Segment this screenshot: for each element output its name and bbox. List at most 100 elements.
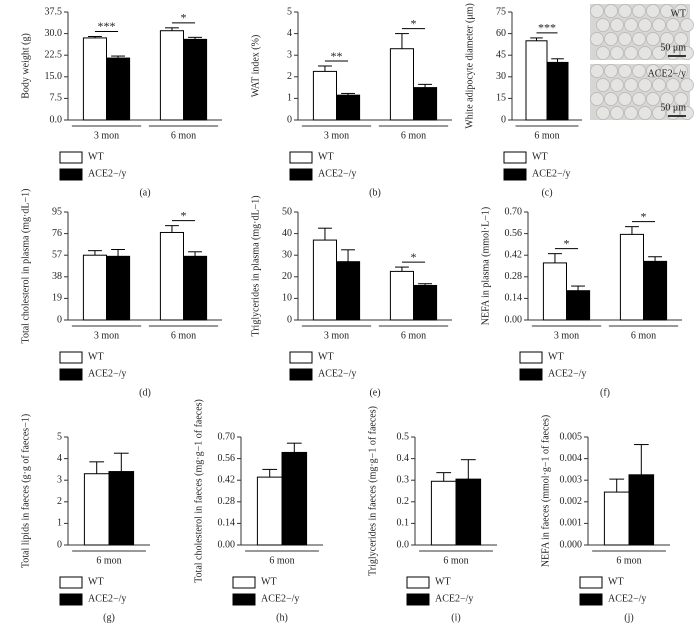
y-tick-label: 0.4 [397,453,410,464]
y-tick-label: 0.003 [560,474,583,485]
y-tick-label: 0 [287,314,292,325]
y-axis-label: Triglycerides in plasma (mg·dL−1) [250,195,261,336]
y-tick-label: 30 [282,249,292,260]
bar [83,473,110,546]
legend-swatch [59,576,83,589]
adipocyte [646,32,660,46]
bar [108,471,135,546]
legend-swatch [503,151,527,164]
legend-label: WT [318,351,334,362]
panel-label: (a) [139,187,150,198]
y-tick-label: 2 [287,71,292,82]
adipocyte [660,4,674,18]
bar [183,38,208,121]
bar [603,491,630,546]
x-tick-label: 6 mon [269,555,294,566]
significance-label: * [564,236,570,250]
adipocyte [596,46,610,60]
y-tick-label: 10 [282,293,292,304]
x-tick-label: 3 mon [324,330,349,341]
image-label: ACE2−/y [648,68,686,79]
adipocyte [646,92,660,106]
adipocyte [624,78,638,92]
adipocyte [680,78,694,92]
significance-label: * [641,209,647,223]
y-tick-label: 0.005 [560,431,583,442]
bar [183,255,208,321]
adipocyte [618,64,632,78]
panel-label: (g) [103,612,115,623]
legend-swatch [406,593,430,606]
legend-label: ACE2−/y [88,168,126,179]
legend-label: ACE2−/y [548,368,586,379]
y-tick-label: 0.0 [397,539,410,550]
adipocyte [638,46,652,60]
y-tick-label: 45 [496,49,506,60]
y-tick-label: 0.28 [218,496,236,507]
bar [413,284,438,321]
adipocyte [652,106,666,120]
y-axis-label: Triglycerides in faeces (mg·g−1 of faece… [367,406,378,576]
adipocyte [604,4,618,18]
legend-label: ACE2−/y [608,593,646,604]
y-tick-label: 40 [282,228,292,239]
adipocyte [680,18,694,32]
x-tick-label: 6 mon [443,555,468,566]
legend-label: WT [88,576,104,587]
y-tick-label: 0 [57,314,62,325]
legend-swatch [59,351,83,364]
significance-label: * [181,208,187,222]
y-tick-label: 4 [57,453,62,464]
adipocyte [590,32,604,46]
adipocyte [610,46,624,60]
bar [566,290,591,321]
legend-label: ACE2−/y [88,593,126,604]
legend-label: WT [548,351,564,362]
bar [82,37,108,121]
y-tick-label: 0.14 [505,293,523,304]
panel-label: (h) [276,612,288,623]
y-tick-label: 3 [287,49,292,60]
adipocyte [674,92,688,106]
x-tick-label: 6 mon [534,130,559,141]
adipocyte [638,78,652,92]
legend-swatch [519,351,543,364]
adipocyte [646,64,660,78]
y-tick-label: 0.00 [218,539,236,550]
y-tick-label: 0.70 [505,206,523,217]
y-tick-label: 50 [282,206,292,217]
legend-swatch [579,593,603,606]
y-tick-label: 0.001 [560,518,583,529]
bar [312,70,337,121]
bar [628,474,655,546]
y-tick-label: 0.000 [560,539,583,550]
x-tick-label: 3 mon [94,130,119,141]
adipocyte [646,4,660,18]
x-tick-label: 6 mon [96,555,121,566]
y-axis-label: Body weight (g) [20,33,31,99]
y-tick-label: 0.42 [218,474,236,485]
x-tick-label: 6 mon [401,130,426,141]
y-tick-label: 0.00 [505,314,523,325]
legend-swatch [406,576,430,589]
y-tick-label: 1 [287,93,292,104]
adipocyte [618,32,632,46]
y-tick-label: 0 [501,114,506,125]
adipocyte [618,92,632,106]
adipocyte [652,46,666,60]
x-tick-label: 6 mon [631,330,656,341]
y-tick-label: 0.3 [397,474,410,485]
legend-swatch [59,151,83,164]
legend-label: WT [318,151,334,162]
legend-swatch [59,168,83,181]
y-axis-label: Total lipids in faeces (g·g of faeces−1) [20,414,31,568]
significance-label: * [181,11,187,25]
y-tick-label: 57 [52,249,62,260]
significance-label: *** [538,21,556,35]
adipocyte [610,106,624,120]
y-tick-label: 19 [52,293,62,304]
adipocyte [674,64,688,78]
bar [336,261,361,321]
y-axis-label: NEFA in plasma (mmol·L−1) [480,207,491,326]
